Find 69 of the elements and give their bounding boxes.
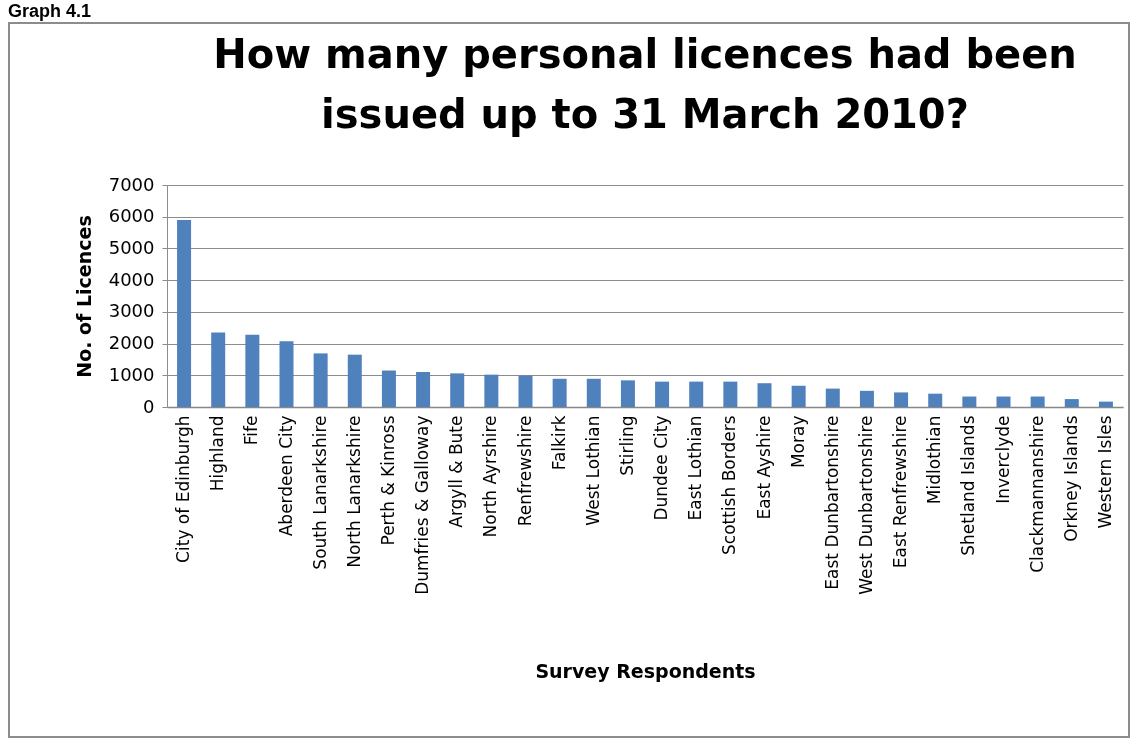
x-tick-label: East Lothian <box>685 415 706 521</box>
x-tick-label: Argyll & Bute <box>446 415 467 528</box>
x-tick-label: Renfrewshire <box>514 415 535 527</box>
bar <box>1030 396 1045 407</box>
bar <box>825 388 840 407</box>
bar <box>1064 399 1079 407</box>
bar <box>416 372 431 407</box>
x-tick-label: Scottish Borders <box>719 415 740 555</box>
x-tick-label: Dumfries & Galloway <box>412 415 433 595</box>
text: How many personal licences had been <box>213 31 1077 77</box>
bar <box>586 378 601 407</box>
y-tick-label: 6000 <box>108 205 155 227</box>
x-tick-label: North Lanarkshire <box>343 415 364 568</box>
y-tick-label: 4000 <box>108 268 155 290</box>
bar <box>313 353 328 407</box>
bar <box>381 370 396 407</box>
bar <box>177 219 192 407</box>
x-tick-label: Highland <box>207 415 228 492</box>
bar <box>552 378 567 407</box>
x-tick-label: East Ayshire <box>753 415 774 520</box>
x-tick-label: Orkney Islands <box>1060 415 1081 542</box>
x-tick-label: Shetland Islands <box>958 415 979 556</box>
x-tick-label: East Dunbartonshire <box>821 415 842 590</box>
x-tick-label: West Lothian <box>582 415 603 526</box>
bar <box>655 381 670 407</box>
x-tick-label: City of Edinburgh <box>173 415 194 563</box>
x-tick-label: North Ayrshire <box>480 415 501 538</box>
bar <box>859 390 874 407</box>
x-tick-label: Stirling <box>616 415 637 476</box>
bar <box>723 381 738 407</box>
x-tick-label: Falkirk <box>548 415 569 471</box>
caption: Graph 4.1 <box>8 1 92 22</box>
x-tick-label: East Renfrewshire <box>890 415 911 569</box>
bar <box>962 396 977 407</box>
text: issued up to 31 March 2010? <box>321 91 969 137</box>
bar <box>791 385 806 407</box>
y-tick-label: 3000 <box>108 300 155 322</box>
x-tick-label: Moray <box>787 415 808 469</box>
bar <box>928 393 943 407</box>
bar <box>894 392 909 407</box>
x-tick-label: Inverclyde <box>992 415 1013 504</box>
bar <box>211 332 226 407</box>
bar <box>245 334 260 407</box>
y-tick-label: 0 <box>143 395 155 417</box>
y-axis-title: No. of Licences <box>72 215 95 378</box>
x-tick-label: South Lanarkshire <box>309 415 330 570</box>
y-tick-label: 5000 <box>108 236 155 258</box>
x-tick-label: Aberdeen City <box>275 415 296 537</box>
x-axis-title: Survey Respondents <box>535 659 756 682</box>
bar <box>757 383 772 407</box>
bar <box>518 375 533 407</box>
x-tick-label: Perth & Kinross <box>377 415 398 546</box>
bar <box>279 341 294 407</box>
bar <box>1098 401 1113 407</box>
x-tick-label: Western Isles <box>1094 415 1115 529</box>
bar <box>689 381 704 407</box>
bar <box>484 374 499 407</box>
bar <box>620 380 635 407</box>
x-tick-label: Dundee City <box>651 415 672 521</box>
x-tick-label: West Dunbartonshire <box>855 415 876 595</box>
bar <box>996 396 1011 407</box>
x-tick-label: Fife <box>241 415 262 446</box>
y-tick-label: 7000 <box>108 173 155 195</box>
bar <box>347 354 362 407</box>
bar <box>450 373 465 407</box>
x-tick-label: Midlothian <box>924 415 945 505</box>
y-tick-label: 1000 <box>108 363 155 385</box>
y-tick-label: 2000 <box>108 332 155 354</box>
x-tick-label: Clackmannanshire <box>1026 415 1047 573</box>
